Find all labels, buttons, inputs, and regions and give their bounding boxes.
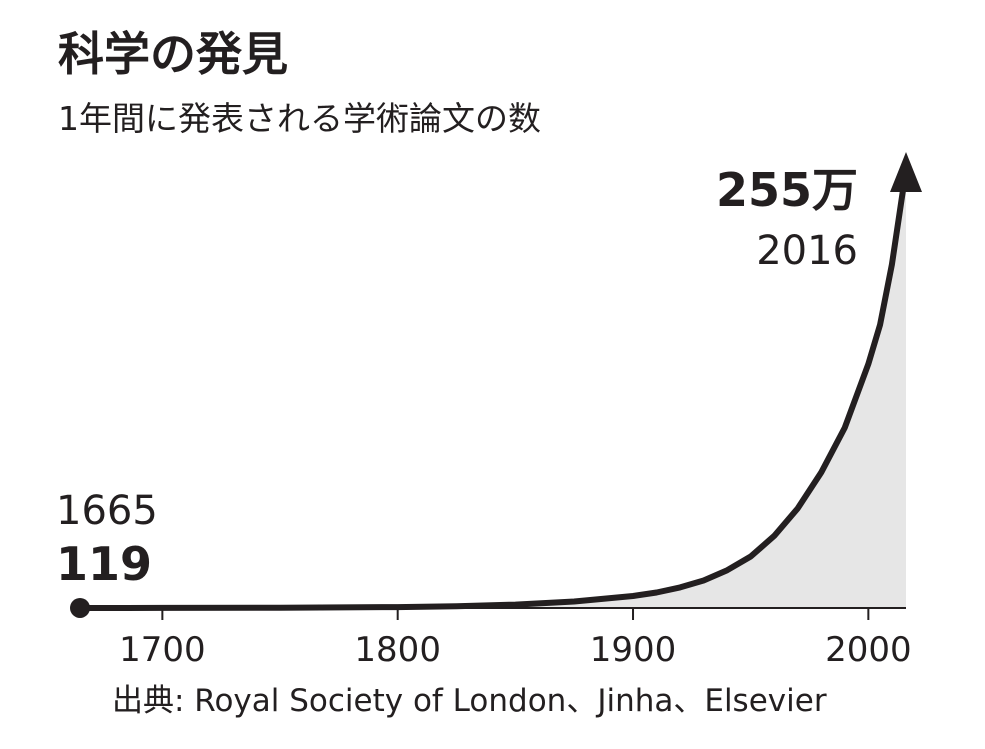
- end-value-label: 255万: [716, 163, 858, 217]
- end-year-label: 2016: [756, 228, 858, 274]
- arrow-head-icon: [890, 152, 922, 192]
- plot-area: 1700 1800 1900 2000: [70, 152, 922, 670]
- x-tick-label-1800: 1800: [354, 630, 441, 670]
- x-axis-ticks: 1700 1800 1900 2000: [119, 608, 912, 670]
- series-area-fill: [80, 170, 906, 608]
- x-tick-label-1700: 1700: [119, 630, 206, 670]
- chart-subtitle: 1年間に発表される学術論文の数: [58, 99, 541, 138]
- series-line: [77, 167, 909, 611]
- chart-title: 科学の発見: [58, 27, 288, 81]
- start-value-label: 119: [56, 537, 152, 591]
- start-point: [70, 597, 90, 618]
- source-note: 出典: Royal Society of London、Jinha、Elsevi…: [112, 683, 827, 719]
- start-year-label: 1665: [56, 488, 158, 534]
- x-tick-label-1900: 1900: [590, 630, 677, 670]
- x-tick-label-2000: 2000: [825, 630, 912, 670]
